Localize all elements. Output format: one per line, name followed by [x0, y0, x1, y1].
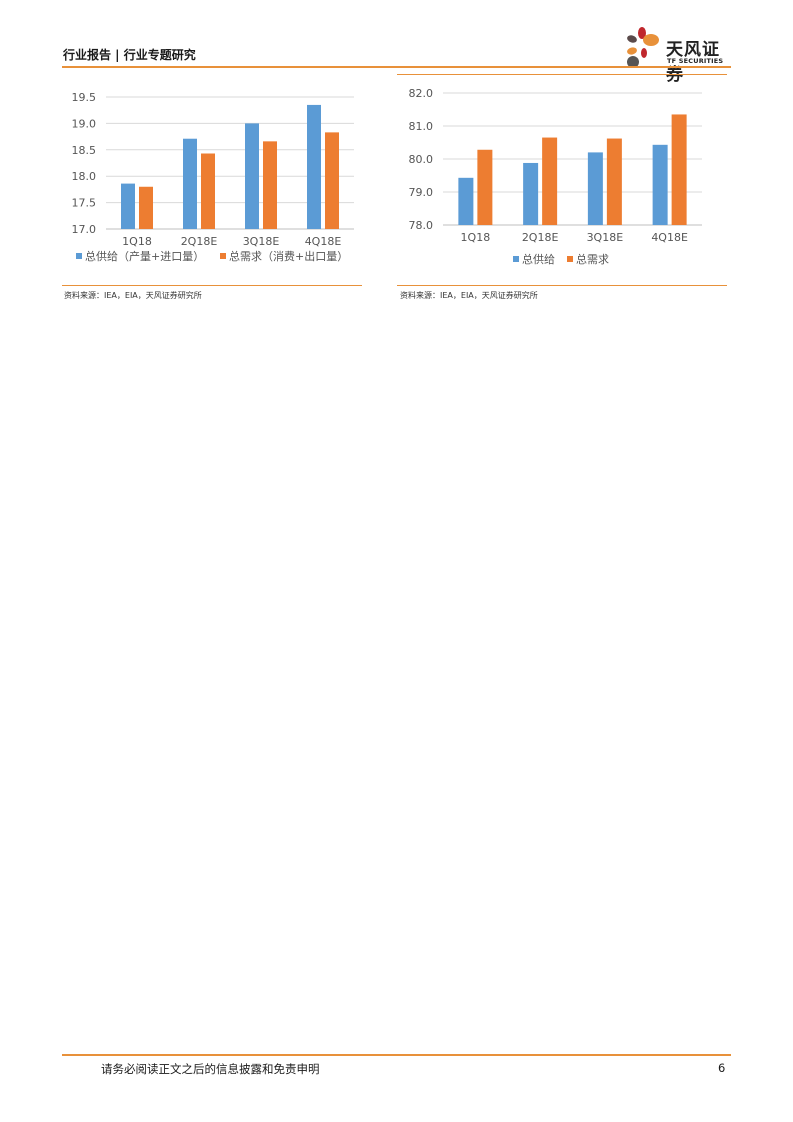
x-tick-label: 4Q18E	[305, 235, 342, 248]
y-tick-label: 18.0	[72, 170, 97, 183]
legend-label: 总需求	[576, 252, 609, 266]
page-number: 6	[718, 1061, 726, 1075]
supply-demand-chart-right: 78.0 79.0 80.0 81.0 82.0 1Q18 2Q18E 3Q18E 4Q18E 总…	[409, 87, 702, 266]
report-header-title: 行业报告 | 行业专题研究	[63, 48, 196, 62]
legend-swatch	[567, 256, 573, 262]
legend-label: 总需求（消费+出口量）	[229, 249, 348, 263]
legend-swatch	[513, 256, 519, 262]
bar-supply	[183, 138, 197, 229]
y-tick-label: 18.5	[72, 144, 97, 157]
company-logo: 天风证券 TF SECURITIES	[622, 24, 734, 85]
chart-left-source: 资料来源：IEA，EIA，天风证券研究所	[64, 291, 202, 300]
chart-right-bottom-divider	[397, 285, 727, 286]
x-tick-label: 2Q18E	[522, 231, 559, 244]
x-tick-label: 1Q18	[122, 235, 152, 248]
chart-right-source: 资料来源：IEA，EIA，天风证券研究所	[400, 291, 538, 300]
bar-supply	[587, 152, 603, 225]
logo-english-text: TF SECURITIES	[667, 57, 724, 65]
y-tick-label: 82.0	[409, 87, 434, 100]
y-tick-label: 79.0	[409, 186, 434, 199]
y-tick-label: 19.0	[72, 117, 97, 130]
y-tick-label: 81.0	[409, 120, 434, 133]
y-tick-label: 80.0	[409, 153, 434, 166]
bar-demand	[671, 114, 687, 225]
footer-divider	[62, 1054, 731, 1056]
bar-supply	[121, 183, 135, 229]
bar-demand	[542, 137, 558, 225]
y-tick-label: 17.0	[72, 223, 97, 236]
legend-label: 总供给	[522, 252, 555, 266]
bar-supply	[652, 144, 668, 225]
x-tick-label: 4Q18E	[651, 231, 688, 244]
y-tick-label: 78.0	[409, 219, 434, 232]
chart-right-top-divider	[397, 74, 727, 75]
x-tick-label: 2Q18E	[181, 235, 218, 248]
y-tick-label: 19.5	[72, 91, 97, 104]
x-tick-label: 3Q18E	[587, 231, 624, 244]
bar-supply	[523, 162, 539, 225]
footer-disclaimer: 请务必阅读正文之后的信息披露和免责申明	[101, 1062, 320, 1076]
logo-petal-icon	[627, 27, 659, 68]
y-tick-label: 17.5	[72, 197, 97, 210]
legend-label: 总供给（产量+进口量）	[85, 249, 204, 263]
bar-demand	[263, 141, 277, 229]
chart-panel-right: 78.0 79.0 80.0 81.0 82.0 1Q18 2Q18E 3Q18E 4Q18E 总…	[397, 74, 727, 278]
bar-demand	[139, 186, 153, 229]
bar-demand	[477, 149, 493, 225]
legend-swatch	[76, 253, 82, 259]
supply-demand-chart-left: 17.0 17.5 18.0 18.5 19.0 19.5 1Q18 2Q18E 3Q18E 4Q…	[72, 91, 354, 263]
bar-supply	[458, 177, 474, 225]
logo-chinese-text: 天风证券	[666, 40, 720, 85]
bar-demand	[201, 153, 215, 229]
legend-swatch	[220, 253, 226, 259]
x-tick-label: 3Q18E	[243, 235, 280, 248]
chart-panel-left: 17.0 17.5 18.0 18.5 19.0 19.5 1Q18 2Q18E 3Q18E 4Q…	[62, 74, 362, 278]
chart-left-bottom-divider	[62, 285, 362, 286]
header-divider	[62, 66, 731, 68]
bar-supply	[307, 104, 321, 229]
bar-demand	[606, 138, 622, 225]
x-tick-label: 1Q18	[461, 231, 491, 244]
bar-demand	[325, 132, 339, 229]
bar-supply	[245, 123, 259, 229]
